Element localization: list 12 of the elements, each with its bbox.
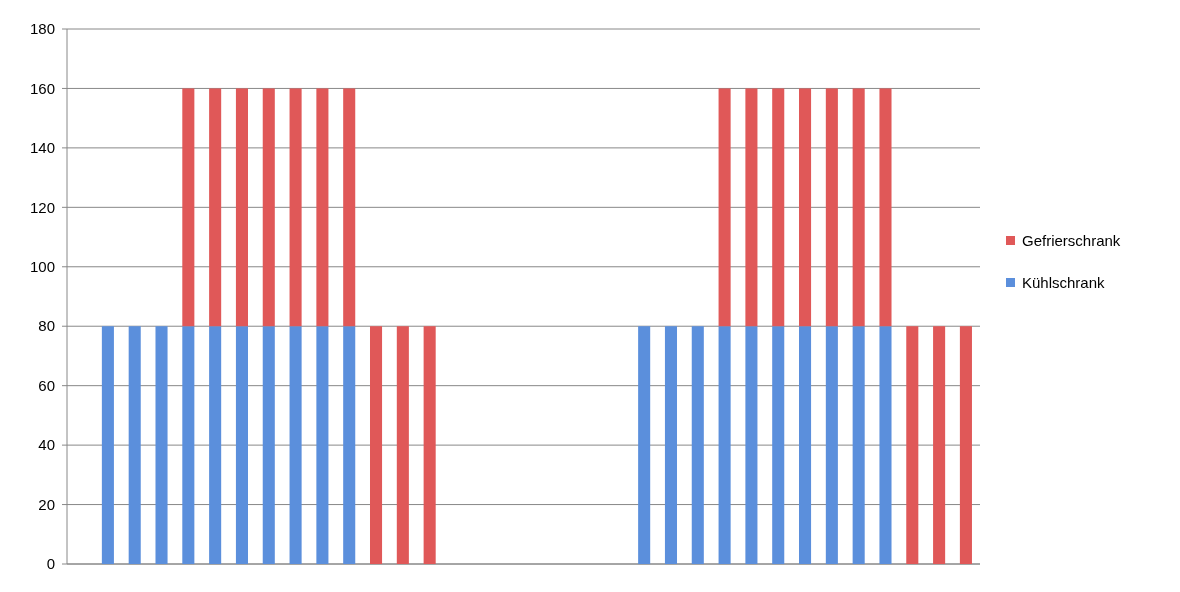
y-tick-label: 60	[38, 376, 55, 394]
y-tick-label: 100	[29, 258, 55, 276]
y-tick-label: 180	[29, 20, 55, 38]
y-tick-label: 0	[46, 555, 55, 573]
y-tick-label: 40	[38, 436, 55, 454]
y-tick-label: 80	[38, 317, 55, 335]
y-tick-label: 20	[38, 495, 55, 513]
y-tick-label: 160	[29, 79, 55, 97]
y-tick-label: 120	[29, 198, 55, 216]
legend-label: Gefrierschrank	[1022, 232, 1121, 250]
y-tick-label: 140	[29, 139, 55, 157]
legend-label: Kühlschrank	[1022, 274, 1106, 292]
